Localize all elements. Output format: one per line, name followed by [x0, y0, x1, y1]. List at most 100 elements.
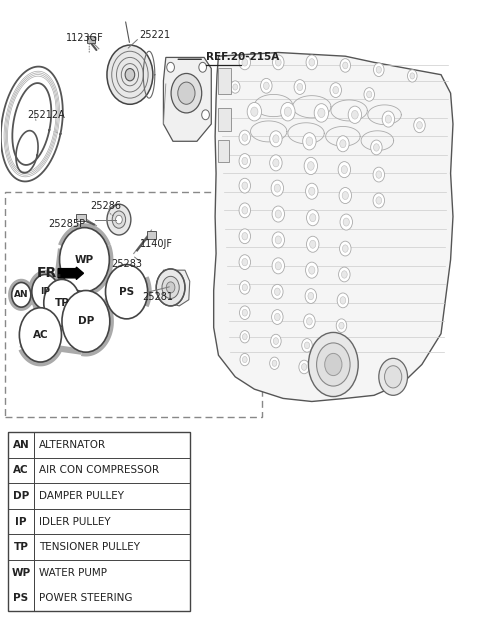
Circle shape [107, 204, 131, 235]
Circle shape [308, 162, 314, 171]
Text: PS: PS [119, 287, 134, 297]
Text: TP: TP [55, 298, 70, 308]
Circle shape [275, 262, 281, 270]
Circle shape [272, 258, 285, 274]
Circle shape [272, 310, 283, 324]
Circle shape [339, 187, 351, 203]
Circle shape [240, 353, 250, 366]
Text: POWER STEERING: POWER STEERING [39, 593, 132, 603]
Circle shape [303, 133, 316, 150]
Text: 25283: 25283 [111, 259, 142, 269]
Circle shape [304, 342, 310, 349]
FancyBboxPatch shape [87, 36, 96, 43]
Circle shape [376, 197, 382, 204]
Circle shape [339, 322, 344, 329]
Circle shape [242, 309, 247, 316]
Circle shape [306, 137, 313, 146]
Circle shape [364, 88, 374, 101]
Circle shape [112, 211, 126, 228]
FancyBboxPatch shape [218, 68, 231, 94]
Circle shape [342, 192, 348, 200]
Circle shape [338, 267, 350, 282]
Circle shape [270, 357, 279, 370]
Circle shape [271, 334, 281, 348]
Circle shape [271, 180, 284, 196]
Circle shape [106, 265, 148, 319]
Circle shape [341, 166, 348, 174]
Text: DP: DP [13, 491, 29, 501]
Circle shape [242, 284, 247, 291]
Circle shape [264, 82, 269, 90]
Circle shape [284, 107, 291, 116]
Text: 1123GF: 1123GF [66, 33, 103, 43]
Circle shape [310, 214, 316, 222]
FancyBboxPatch shape [5, 192, 262, 417]
Circle shape [32, 274, 59, 309]
Text: 25221: 25221 [140, 30, 170, 40]
Circle shape [339, 241, 351, 256]
Circle shape [410, 73, 415, 79]
Circle shape [251, 107, 258, 116]
Circle shape [310, 240, 316, 248]
Circle shape [302, 339, 312, 352]
Circle shape [307, 210, 319, 226]
Circle shape [240, 281, 250, 294]
Circle shape [240, 331, 250, 343]
Circle shape [308, 292, 314, 300]
Text: WP: WP [75, 255, 94, 265]
Text: AIR CON COMPRESSOR: AIR CON COMPRESSOR [39, 465, 159, 475]
Circle shape [242, 182, 248, 189]
Text: ALTERNATOR: ALTERNATOR [39, 440, 106, 450]
Circle shape [60, 227, 109, 292]
Circle shape [272, 284, 283, 299]
Circle shape [333, 343, 343, 355]
Circle shape [333, 87, 338, 94]
Circle shape [273, 135, 279, 143]
Circle shape [125, 69, 135, 81]
Circle shape [384, 366, 402, 388]
Circle shape [305, 289, 317, 303]
FancyBboxPatch shape [76, 214, 86, 221]
Circle shape [273, 55, 284, 70]
Text: AC: AC [13, 465, 29, 475]
Text: AN: AN [14, 290, 29, 299]
Circle shape [166, 282, 175, 293]
Circle shape [273, 337, 278, 344]
Circle shape [340, 297, 346, 304]
Circle shape [351, 111, 358, 119]
Circle shape [107, 45, 153, 104]
Circle shape [336, 319, 347, 332]
Circle shape [379, 358, 408, 396]
Circle shape [385, 115, 392, 123]
Circle shape [348, 106, 361, 124]
Circle shape [275, 236, 281, 244]
Circle shape [343, 62, 348, 69]
Circle shape [116, 215, 122, 224]
Circle shape [233, 84, 238, 90]
Circle shape [272, 206, 285, 222]
Text: 25281: 25281 [142, 292, 173, 302]
Circle shape [178, 82, 195, 104]
Circle shape [242, 158, 248, 165]
FancyBboxPatch shape [147, 231, 156, 239]
Circle shape [317, 343, 350, 386]
Circle shape [306, 183, 318, 199]
Circle shape [239, 130, 251, 145]
Circle shape [261, 78, 272, 93]
Text: 25285P: 25285P [48, 219, 86, 229]
Circle shape [371, 140, 382, 155]
FancyBboxPatch shape [218, 108, 231, 131]
Text: 25212A: 25212A [27, 110, 65, 120]
Circle shape [242, 334, 247, 340]
Circle shape [297, 83, 303, 91]
Circle shape [408, 70, 417, 82]
Text: 1140JF: 1140JF [140, 239, 172, 249]
Circle shape [373, 193, 384, 208]
Circle shape [309, 266, 315, 274]
Circle shape [240, 306, 250, 320]
Circle shape [417, 122, 422, 129]
Circle shape [270, 131, 282, 147]
Circle shape [275, 210, 281, 218]
Circle shape [376, 171, 382, 178]
Circle shape [272, 232, 285, 248]
